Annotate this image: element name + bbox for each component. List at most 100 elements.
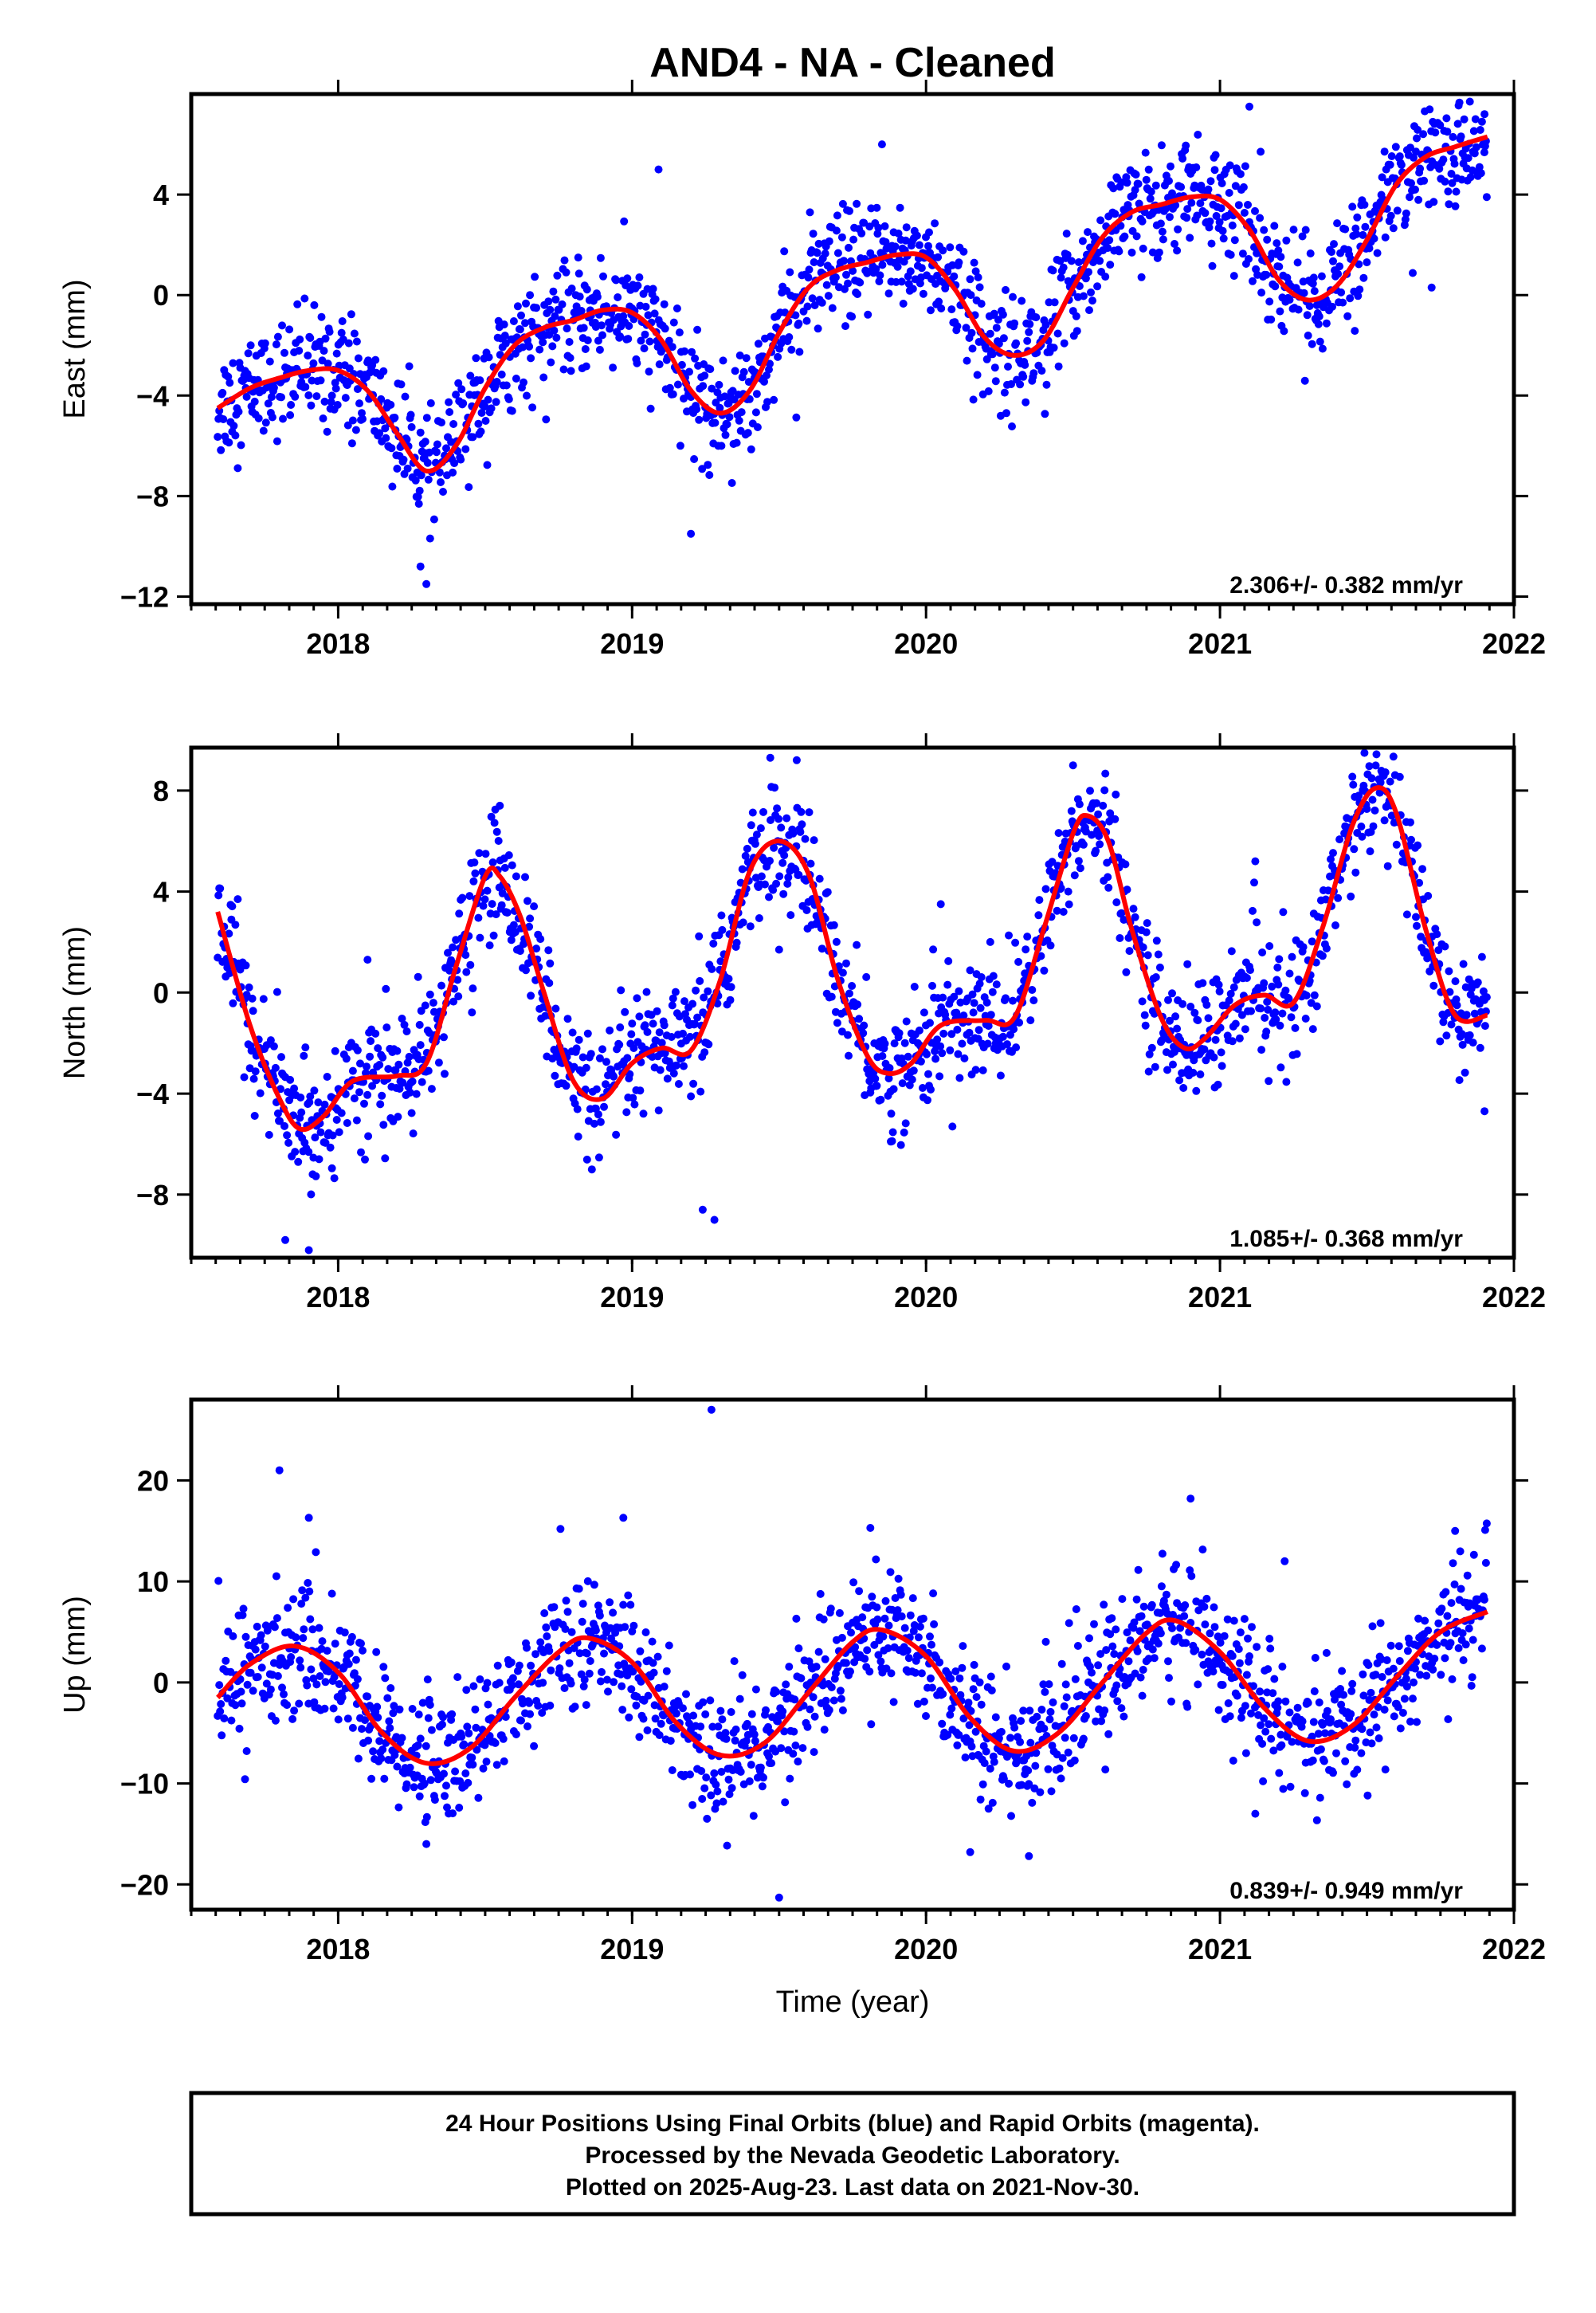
east-point (449, 420, 458, 428)
up-point (1258, 1739, 1267, 1748)
north-point (842, 959, 850, 968)
north-point (833, 1019, 841, 1027)
north-point (918, 1084, 927, 1092)
north-point (504, 851, 513, 859)
up-point (1046, 1707, 1055, 1716)
up-point (1164, 1657, 1172, 1666)
up-point (1381, 1765, 1390, 1774)
north-point (904, 1052, 912, 1061)
north-point (1015, 1019, 1024, 1027)
up-point (1367, 1688, 1375, 1697)
east-point (669, 390, 677, 399)
up-point (1257, 1721, 1265, 1730)
north-point (971, 1066, 980, 1074)
east-point (849, 235, 858, 244)
east-point (822, 281, 831, 289)
up-point (872, 1555, 880, 1564)
east-point (1159, 235, 1167, 244)
north-point (1279, 908, 1288, 917)
north-point (348, 1066, 357, 1075)
north-point (1144, 1067, 1153, 1076)
east-point (1062, 230, 1071, 238)
east-point (484, 353, 493, 362)
up-point (300, 1625, 308, 1634)
east-point (1265, 297, 1274, 306)
up-point (238, 1611, 247, 1620)
north-point (1059, 908, 1068, 916)
up-point (585, 1669, 594, 1678)
east-point (992, 324, 1001, 332)
north-point (1271, 1008, 1280, 1017)
east-point (403, 464, 412, 473)
north-point (989, 972, 998, 980)
east-point (1105, 236, 1114, 245)
up-point (1183, 1702, 1192, 1711)
east-point (415, 486, 424, 495)
east-point (596, 253, 605, 262)
up-point (298, 1586, 307, 1595)
north-point (693, 1013, 702, 1022)
east-point (804, 273, 813, 282)
east-point (1171, 240, 1178, 248)
east-point (566, 354, 574, 362)
north-point (444, 948, 452, 957)
up-point (556, 1525, 565, 1533)
up-point (1061, 1680, 1070, 1689)
east-point (1410, 153, 1418, 162)
north-point (1295, 976, 1304, 985)
north-point (751, 839, 759, 848)
up-point (947, 1675, 955, 1683)
east-point (814, 324, 822, 333)
up-point (543, 1632, 551, 1640)
up-point (809, 1693, 818, 1702)
north-point (933, 1035, 942, 1044)
up-point (1158, 1549, 1167, 1558)
east-point (558, 300, 567, 308)
north-point (242, 991, 251, 999)
east-point (1207, 239, 1216, 248)
north-point (1231, 1019, 1240, 1028)
up-point (1131, 1669, 1139, 1678)
east-point (902, 223, 911, 232)
up-point (1310, 1687, 1319, 1695)
east-point (459, 399, 468, 407)
north-point (1123, 886, 1131, 894)
east-point (900, 257, 908, 266)
east-point (1032, 313, 1041, 322)
north-point (1215, 987, 1224, 995)
up-point (555, 1664, 564, 1673)
up-point (1045, 1680, 1053, 1689)
east-point (990, 309, 998, 318)
east-point (1441, 177, 1449, 186)
north-point (516, 947, 524, 956)
up-point (527, 1661, 535, 1670)
north-point (654, 1106, 663, 1115)
east-point (897, 277, 906, 286)
north-point (1371, 806, 1379, 815)
up-outlier-point (619, 1514, 628, 1522)
north-point (582, 1155, 591, 1164)
east-point (1322, 319, 1331, 328)
up-point (1386, 1641, 1395, 1650)
up-point (814, 1647, 823, 1656)
east-point (1057, 273, 1065, 282)
east-point (853, 290, 862, 298)
north-point (908, 1075, 916, 1084)
east-point (953, 322, 962, 331)
east-point (309, 359, 318, 367)
east-point (935, 297, 943, 306)
east-point (754, 340, 763, 348)
up-point (1458, 1629, 1467, 1638)
up-point (335, 1680, 343, 1688)
east-point (770, 395, 778, 404)
east-point (487, 404, 496, 413)
east-point (991, 377, 1000, 386)
up-point (1201, 1620, 1210, 1629)
up-point (967, 1742, 976, 1751)
north-point (483, 886, 492, 895)
east-point (1054, 362, 1063, 371)
east-point (1059, 263, 1068, 272)
east-point (425, 534, 434, 543)
up-point (629, 1667, 637, 1676)
north-point (1092, 846, 1100, 855)
